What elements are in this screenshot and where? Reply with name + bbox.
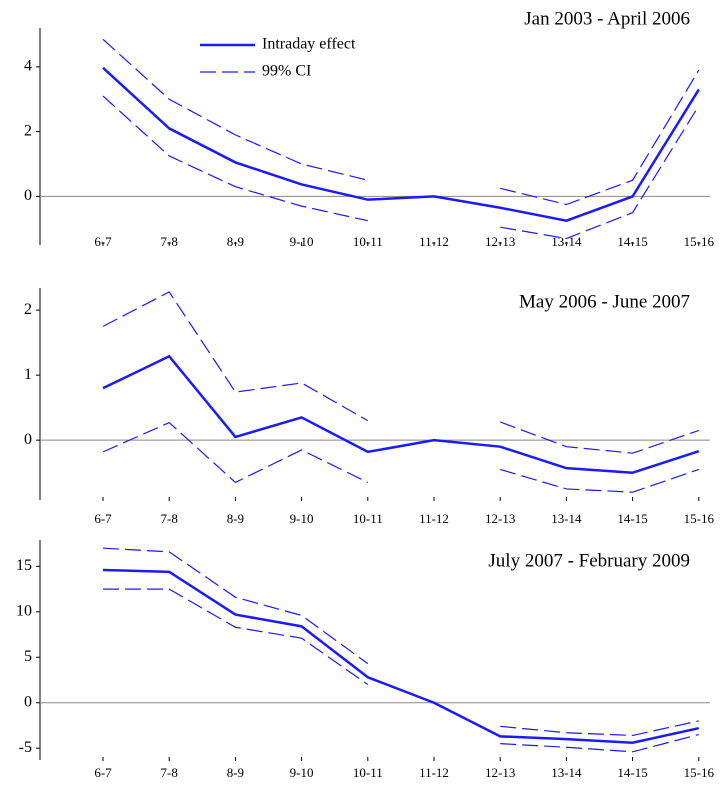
ci-line <box>102 291 699 454</box>
effect-line <box>102 66 700 223</box>
ci-line <box>102 421 699 493</box>
x-tick-label: 7-8 <box>161 511 178 526</box>
x-tick-label: 13-14 <box>551 765 582 780</box>
y-tick-label: 1 <box>24 366 32 383</box>
x-tick-label: 12-13 <box>485 765 515 780</box>
x-tick-label: 14-15 <box>617 511 647 526</box>
y-tick-label: 0 <box>24 431 32 448</box>
chart-title: Jan 2003 - April 2006 <box>524 8 690 29</box>
effect-line <box>102 354 700 474</box>
x-tick-label: 6-7 <box>94 511 112 526</box>
effect-line <box>102 568 700 744</box>
y-tick-label: 10 <box>16 602 32 619</box>
x-tick-label: 15-16 <box>684 511 715 526</box>
ci-line <box>102 547 699 737</box>
y-tick-label: 0 <box>24 693 32 710</box>
x-tick-label: 11-12 <box>419 511 449 526</box>
y-tick-label: 0 <box>24 187 32 204</box>
ci-line <box>102 95 700 240</box>
x-tick-label: 7-8 <box>161 234 178 249</box>
x-tick-label: 15-16 <box>684 765 715 780</box>
x-tick-label: 6-7 <box>94 234 112 249</box>
x-tick-label: 11-12 <box>419 234 449 249</box>
x-tick-label: 9-10 <box>290 234 314 249</box>
ci-line <box>103 588 699 753</box>
x-tick-label: 8-9 <box>227 511 244 526</box>
y-tick-label: 4 <box>24 58 32 75</box>
y-tick-label: -5 <box>19 739 32 756</box>
x-tick-label: 6-7 <box>94 765 112 780</box>
x-tick-label: 13-14 <box>551 511 582 526</box>
x-tick-label: 12-13 <box>485 234 515 249</box>
x-tick-label: 15-16 <box>684 234 715 249</box>
x-tick-label: 8-9 <box>227 765 244 780</box>
x-tick-label: 9-10 <box>290 511 314 526</box>
x-tick-label: 9-10 <box>290 765 314 780</box>
chart-title: July 2007 - February 2009 <box>488 550 690 571</box>
y-tick-label: 15 <box>16 557 32 574</box>
legend-label: Intraday effect <box>262 36 356 53</box>
y-tick-label: 2 <box>24 301 32 318</box>
x-tick-label: 10-11 <box>353 234 383 249</box>
x-tick-label: 11-12 <box>419 765 449 780</box>
x-tick-label: 7-8 <box>161 765 178 780</box>
ci-line <box>102 38 700 206</box>
x-tick-label: 10-11 <box>353 765 383 780</box>
x-tick-label: 14-15 <box>617 234 647 249</box>
x-tick-label: 12-13 <box>485 511 515 526</box>
chart-title: May 2006 - June 2007 <box>519 291 690 312</box>
y-tick-label: 2 <box>24 122 32 139</box>
x-tick-label: 10-11 <box>353 511 383 526</box>
x-tick-label: 14-15 <box>617 765 647 780</box>
y-tick-label: 5 <box>24 648 32 665</box>
legend-label: 99% CI <box>262 63 311 80</box>
x-tick-label: 8-9 <box>227 234 244 249</box>
